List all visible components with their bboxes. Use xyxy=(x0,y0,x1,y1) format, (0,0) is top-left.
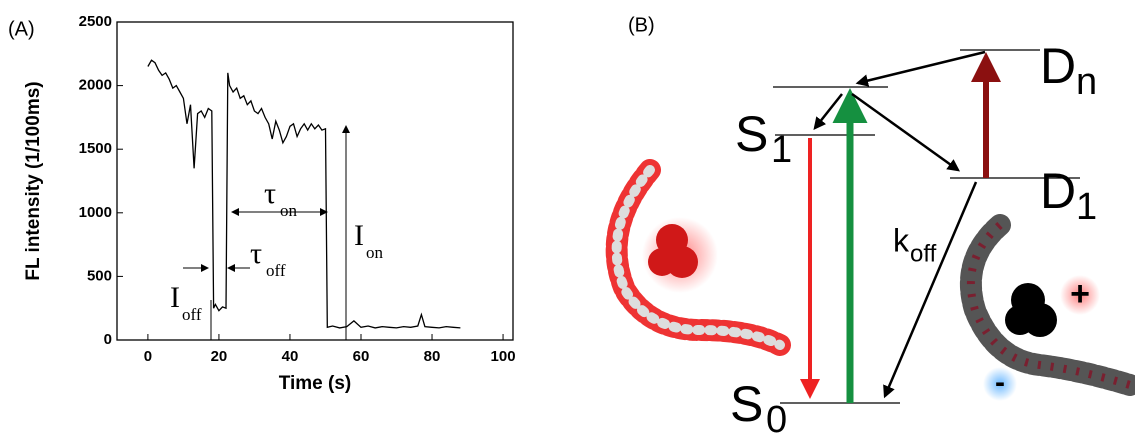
annotation-symbol: I xyxy=(170,281,180,314)
y-tick-label: 2000 xyxy=(79,77,112,94)
annotation-symbol: τ xyxy=(264,177,276,210)
x-tick-label: 100 xyxy=(491,348,516,365)
annotation-subscript: on xyxy=(366,243,384,262)
annotation-subscript: on xyxy=(280,201,298,220)
state-symbol: S xyxy=(735,106,768,162)
y-tick-label: 1000 xyxy=(79,204,112,221)
y-axis-label: FL intensity (1/100ms) xyxy=(23,81,44,280)
panel-label: (A) xyxy=(8,18,35,40)
state-subscript: 1 xyxy=(1076,186,1097,228)
y-tick-label: 1500 xyxy=(79,140,112,157)
charge-label: + xyxy=(1070,275,1090,313)
trace-line xyxy=(147,59,461,329)
state-symbol: S xyxy=(730,376,763,432)
rate-symbol: k xyxy=(893,222,910,258)
x-tick-label: 80 xyxy=(424,348,441,365)
plot-frame xyxy=(116,21,514,341)
x-axis-label: Time (s) xyxy=(279,373,352,394)
x-tick-label: 60 xyxy=(353,348,370,365)
state-subscript: 1 xyxy=(771,129,792,171)
y-tick-label: 0 xyxy=(104,331,112,348)
y-tick-label: 500 xyxy=(87,267,112,284)
state-symbol: D xyxy=(1040,38,1076,94)
molecule xyxy=(959,214,1135,401)
y-tick-label: 2500 xyxy=(79,13,112,30)
x-tick-label: 20 xyxy=(211,348,228,365)
charge-label: - xyxy=(995,366,1005,399)
state-subscript: 0 xyxy=(766,399,787,433)
molecule xyxy=(605,159,791,356)
state-subscript: n xyxy=(1076,61,1097,103)
annotation-subscript: off xyxy=(182,305,202,324)
rate-subscript: off xyxy=(910,240,937,267)
panel-label: (B) xyxy=(628,14,655,36)
annotation-symbol: I xyxy=(354,219,364,252)
x-tick-label: 0 xyxy=(144,348,152,365)
x-tick-label: 40 xyxy=(282,348,299,365)
annotation-subscript: off xyxy=(266,261,286,280)
annotation-symbol: τ xyxy=(250,237,262,270)
state-symbol: D xyxy=(1040,163,1076,219)
